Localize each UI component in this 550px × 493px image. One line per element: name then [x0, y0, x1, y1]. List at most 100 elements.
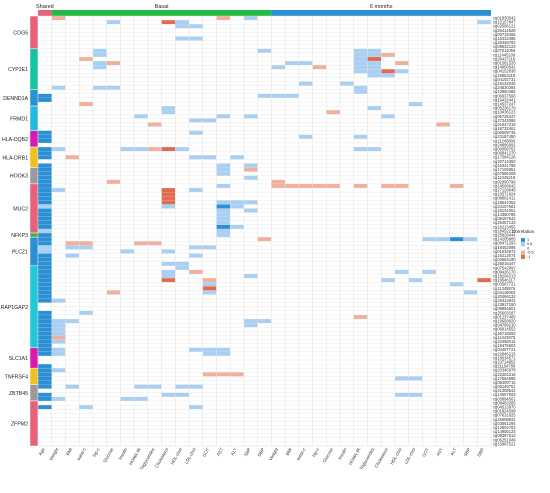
probe-label: cg06937568 [493, 93, 516, 98]
heatmap-cell [326, 184, 340, 188]
probe-label: cg08463285 [493, 400, 516, 405]
probe-label: cg15432486 [493, 36, 516, 41]
heatmap-cell [106, 61, 121, 66]
heatmap-cell [38, 396, 52, 401]
heatmap-cell [477, 278, 491, 283]
heatmap-cell [216, 351, 230, 356]
probe-label: cg15987521 [493, 441, 516, 446]
gene-label: SLC1A1 [9, 356, 28, 362]
heatmap-cell [65, 319, 79, 324]
heatmap-cell [38, 98, 52, 102]
heatmap-cell [257, 237, 272, 242]
column-label: Weight [268, 446, 280, 461]
heatmap-cell [38, 376, 52, 381]
heatmap-cell [161, 192, 176, 197]
gene-label: ZFPM2 [11, 421, 28, 427]
gene-bar-segment [29, 347, 39, 369]
heatmap-cell [189, 36, 203, 41]
gene-label: RAP1GAP2 [1, 305, 29, 311]
heatmap-cell [189, 405, 203, 410]
probe-label: cg06914552 [493, 327, 516, 332]
probe-label: cg04497721 [493, 347, 516, 352]
heatmap-cell [202, 290, 217, 295]
legend-tick: -1 [527, 255, 530, 259]
heatmap-cell [93, 61, 107, 66]
column-label: Cholesterol [154, 447, 169, 469]
heatmap-cell [395, 270, 409, 274]
column-label: GOT [421, 447, 430, 458]
gene-bar-segment [29, 236, 39, 267]
gene-label: CYP2E1 [8, 67, 28, 73]
heatmap-cell [161, 110, 176, 115]
heatmap-cell [161, 196, 176, 201]
heatmap-cell [216, 224, 230, 229]
heatmap-cell [38, 351, 52, 356]
heatmap-cell [353, 61, 368, 66]
heatmap-cell [38, 327, 52, 332]
heatmap-cell [38, 204, 52, 209]
heatmap-cell [230, 155, 244, 160]
heatmap-cell [38, 192, 52, 197]
heatmap-cell [367, 57, 381, 61]
probe-label: cg11245806 [493, 138, 516, 143]
probe-label: cg06725347 [493, 114, 516, 119]
probe-label: cg25828444 [493, 233, 516, 238]
heatmap-cell [175, 384, 189, 389]
heatmap-cell [161, 249, 176, 254]
probe-label: cg26312941 [493, 298, 516, 303]
column-label: SBP [243, 447, 252, 457]
heatmap-cell [367, 61, 381, 66]
probe-label: cg14905123 [493, 429, 516, 434]
heatmap-cell [189, 155, 203, 160]
heatmap-cell [202, 282, 217, 287]
heatmap-cell [106, 20, 121, 25]
probe-label: cg07011056 [493, 48, 516, 53]
column-labels: Age Weight BMI waist-c hip-c Glucose Insulin HO… [37, 446, 485, 471]
heatmap-cell [175, 147, 189, 152]
heatmap-cell [51, 339, 66, 344]
heatmap-cell [38, 319, 52, 324]
heatmap-cell [216, 220, 230, 225]
heatmap-cell [51, 188, 66, 192]
heatmap-cell [367, 48, 381, 53]
heatmap-cell [38, 188, 52, 192]
heatmap-cell [202, 245, 217, 250]
probe-label: cg01824598 [493, 409, 516, 414]
gene-label: COG5 [13, 30, 28, 36]
column-label: HOMA-IR [128, 447, 142, 466]
heatmap-cell [367, 65, 381, 70]
heatmap-cell [230, 200, 244, 205]
heatmap-cell [244, 274, 258, 278]
heatmap-cell [216, 163, 230, 168]
heatmap-cell [340, 81, 354, 86]
heatmap-cell [65, 245, 79, 250]
heatmap-cell [38, 245, 52, 250]
probe-label: cg19475603 [493, 343, 516, 348]
heatmap-cell [93, 48, 107, 53]
legend-tick: 0.5 [527, 242, 532, 246]
heatmap-cell [216, 204, 230, 209]
heatmap-cell [395, 184, 409, 188]
probe-label: cg20345978 [493, 368, 516, 373]
gene-bar-segment [29, 232, 39, 238]
heatmap-cell [244, 208, 258, 213]
probe-label: cg23456014 [493, 339, 516, 344]
heatmap-cell [51, 351, 66, 356]
heatmap-cell [244, 319, 258, 324]
heatmap-cell [216, 16, 230, 20]
gene-label: MUC2 [13, 206, 28, 212]
heatmap-cell [51, 331, 66, 336]
heatmap-cell [367, 73, 381, 78]
gene-bar-segment [29, 105, 39, 131]
group-label: Basal [155, 4, 169, 10]
heatmap-grid [37, 15, 492, 447]
probe-label: cg08854601 [493, 306, 516, 311]
heatmap-cell [312, 184, 327, 188]
heatmap-cell [216, 171, 230, 176]
heatmap-cell [161, 20, 176, 25]
heatmap-cell [463, 237, 478, 242]
heatmap-cell [367, 147, 381, 152]
probe-label: cg01237485 [493, 314, 516, 319]
heatmap-cell [202, 347, 217, 352]
heatmap-cell [65, 384, 79, 389]
